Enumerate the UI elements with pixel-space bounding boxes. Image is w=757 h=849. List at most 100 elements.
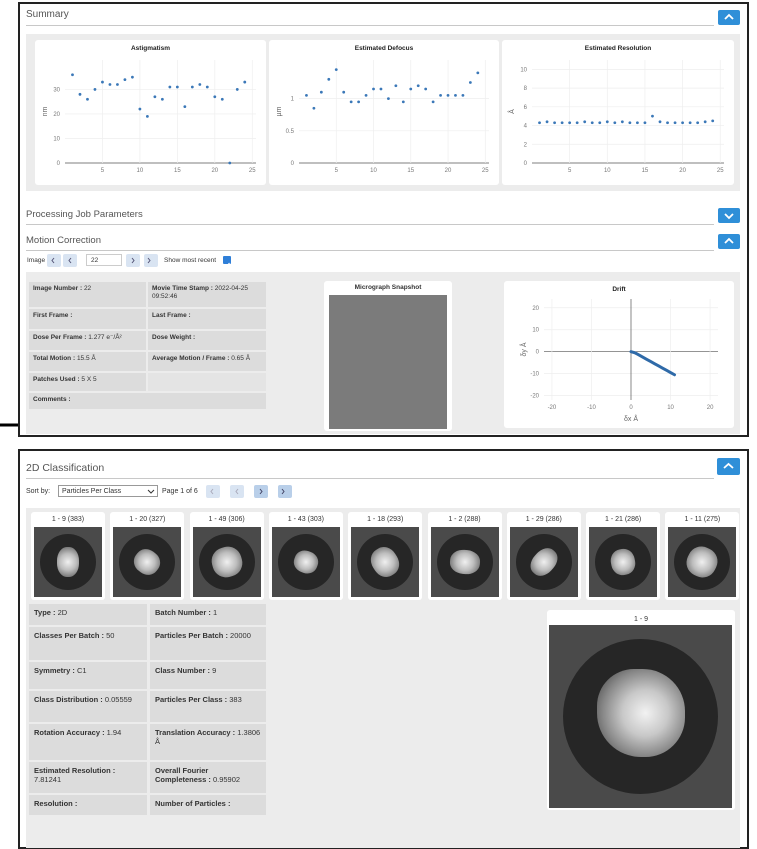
class-label: 1 - 43 (303) — [269, 516, 343, 523]
class-thumbnail[interactable]: 1 - 2 (288) — [428, 512, 502, 600]
y-tick-label: 0 — [291, 161, 295, 167]
data-point — [387, 97, 390, 100]
field-label: Comments : — [33, 396, 71, 403]
field-label: Particles Per Batch : — [155, 631, 228, 640]
data-point — [350, 100, 353, 103]
data-point — [206, 86, 209, 89]
data-point — [454, 94, 457, 97]
field-cell: Particles Per Batch : 20000 — [150, 627, 266, 660]
last-button[interactable] — [278, 485, 292, 498]
y-tick-label: 30 — [53, 87, 60, 93]
class-image — [34, 527, 102, 597]
class-thumbnail[interactable]: 1 - 18 (293) — [348, 512, 422, 600]
divider — [26, 224, 714, 225]
class-label: 1 - 18 (293) — [348, 516, 422, 523]
data-point — [94, 88, 97, 91]
y-tick-label: -10 — [530, 372, 539, 378]
data-point — [372, 88, 375, 91]
x-tick-label: 5 — [101, 168, 105, 174]
prev-button[interactable] — [230, 485, 244, 498]
field-label: Overall Fourier Completeness : — [155, 766, 211, 784]
field-cell: Comments : — [29, 393, 266, 409]
next-button[interactable] — [254, 485, 268, 498]
data-point — [674, 121, 677, 124]
data-point — [621, 120, 624, 123]
x-axis-label: δx Å — [624, 414, 638, 423]
show-recent-checkbox[interactable] — [223, 256, 231, 264]
field-label: Last Frame : — [152, 312, 191, 319]
divider — [26, 250, 714, 251]
image-input[interactable]: 22 — [86, 254, 122, 266]
field-label: Estimated Resolution : — [34, 766, 115, 775]
x-tick-label: 20 — [445, 168, 452, 174]
field-value: 383 — [229, 695, 242, 704]
classification-panel: 2D Classification Sort by: Particles Per… — [18, 449, 749, 849]
data-point — [394, 84, 397, 87]
field-cell: Patches Used : 5 X 5 — [29, 373, 146, 391]
collapse-button[interactable] — [717, 458, 740, 475]
data-point — [79, 93, 82, 96]
field-cell: Total Motion : 15.5 Å — [29, 352, 146, 371]
data-point — [305, 94, 308, 97]
field-cell: Dose Weight : — [148, 331, 266, 350]
field-cell: Type : 2D — [29, 604, 147, 625]
data-point — [139, 108, 142, 111]
field-label: Average Motion / Frame : — [152, 355, 229, 362]
class-thumbnail[interactable]: 1 - 49 (306) — [190, 512, 264, 600]
data-point — [191, 86, 194, 89]
class-image — [272, 527, 340, 597]
data-point — [124, 78, 127, 81]
first-button[interactable] — [47, 254, 61, 267]
sort-select[interactable]: Particles Per Class — [58, 485, 158, 497]
data-point — [327, 78, 330, 81]
collapse-button[interactable] — [718, 234, 740, 249]
image-label: Image — [27, 257, 45, 264]
data-point — [439, 94, 442, 97]
field-value: 1.94 — [107, 728, 122, 737]
y-tick-label: 10 — [53, 136, 60, 142]
data-point — [101, 81, 104, 84]
class-label: 1 - 21 (286) — [586, 516, 660, 523]
field-cell: Particles Per Class : 383 — [150, 691, 266, 722]
class-thumbnail[interactable]: 1 - 29 (286) — [507, 512, 581, 600]
data-point — [146, 115, 149, 118]
data-point — [432, 100, 435, 103]
field-cell: Number of Particles : — [150, 795, 266, 815]
class-thumbnail[interactable]: 1 - 21 (286) — [586, 512, 660, 600]
field-cell: Image Number : 22 — [29, 282, 146, 307]
class-thumbnail[interactable]: 1 - 43 (303) — [269, 512, 343, 600]
first-button[interactable] — [206, 485, 220, 498]
x-tick-label: 10 — [370, 168, 377, 174]
data-point — [109, 83, 112, 86]
field-cell: Overall Fourier Completeness : 0.95902 — [150, 762, 266, 793]
prev-button[interactable] — [63, 254, 77, 267]
last-button[interactable] — [144, 254, 158, 267]
field-value: 0.95902 — [213, 775, 240, 784]
next-button[interactable] — [126, 254, 140, 267]
class-thumbnail[interactable]: 1 - 9 (383) — [31, 512, 105, 600]
class-thumbnail[interactable]: 1 - 11 (275) — [665, 512, 739, 600]
collapse-button[interactable] — [718, 10, 740, 25]
x-tick-label: 15 — [407, 168, 414, 174]
field-label: Number of Particles : — [155, 799, 230, 808]
data-point — [644, 121, 647, 124]
class-label: 1 - 2 (288) — [428, 516, 502, 523]
class-label: 1 - 29 (286) — [507, 516, 581, 523]
class-image — [589, 527, 657, 597]
data-point — [320, 91, 323, 94]
class-thumbnail[interactable]: 1 - 20 (327) — [110, 512, 184, 600]
class-image — [668, 527, 736, 597]
divider — [26, 25, 714, 26]
data-point — [153, 95, 156, 98]
field-cell: Dose Per Frame : 1.277 e⁻/Å² — [29, 331, 146, 350]
class-label: 1 - 20 (327) — [110, 516, 184, 523]
data-point — [228, 162, 231, 165]
class-label: 1 - 11 (275) — [665, 516, 739, 523]
x-tick-label: 20 — [707, 405, 714, 411]
section-title: Summary — [26, 9, 69, 20]
expand-button[interactable] — [718, 208, 740, 223]
data-point — [409, 88, 412, 91]
data-point — [591, 121, 594, 124]
